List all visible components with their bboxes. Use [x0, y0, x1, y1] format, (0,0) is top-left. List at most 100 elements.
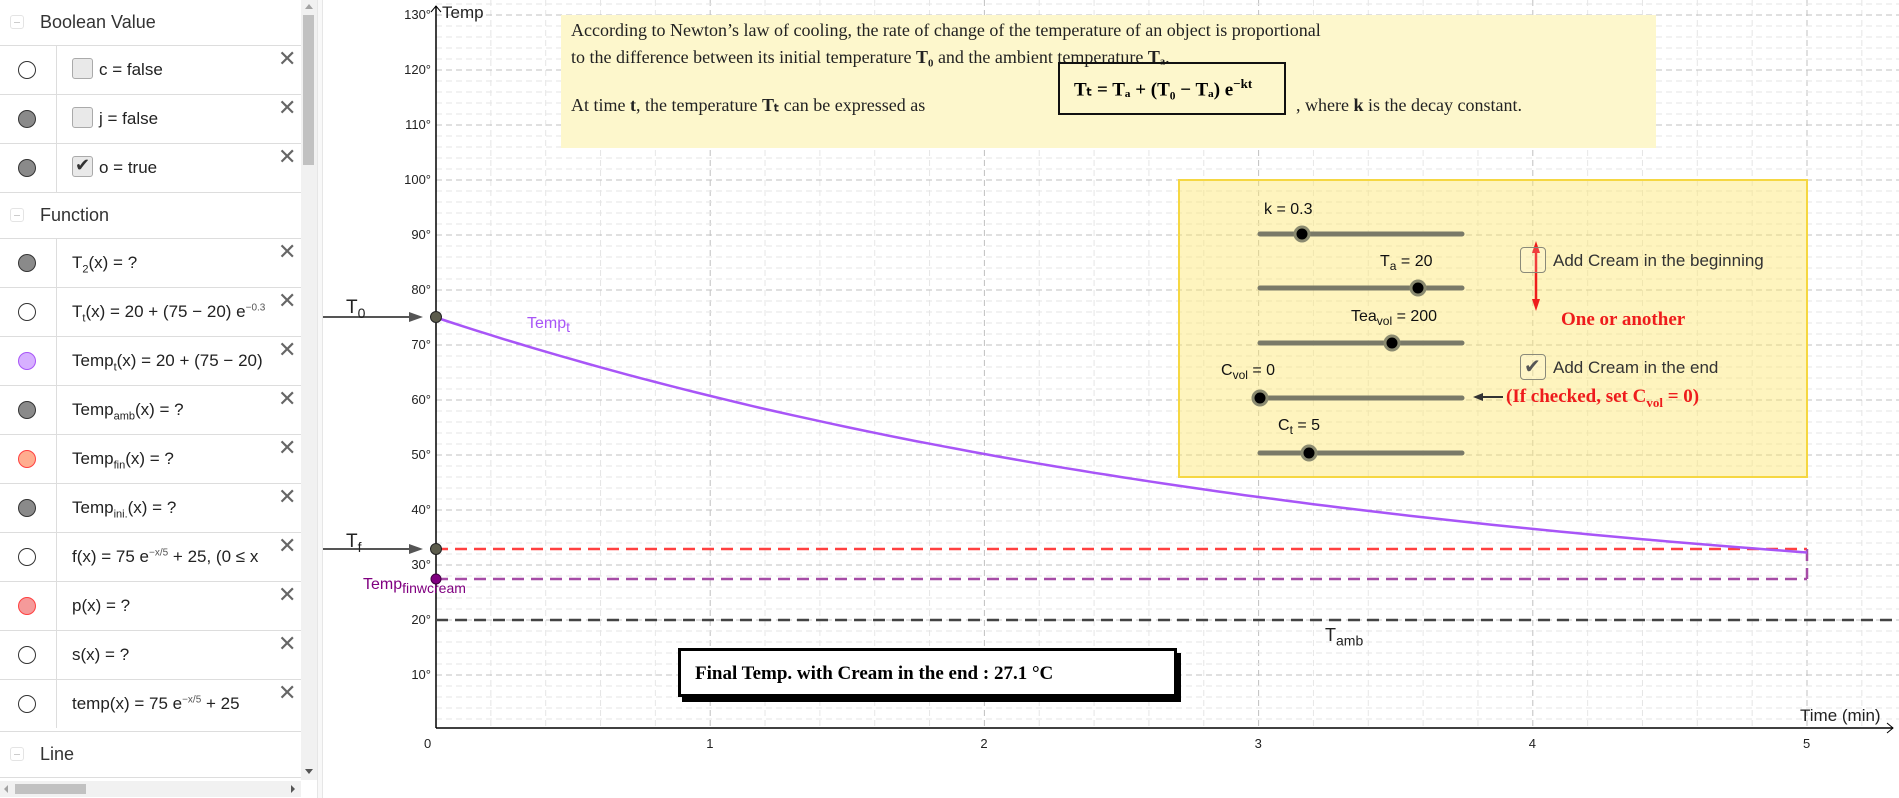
boolean-checkbox-checked[interactable] [72, 155, 93, 178]
delete-icon[interactable]: ✕ [278, 582, 297, 607]
visibility-marble-icon[interactable] [18, 254, 36, 272]
view-divider[interactable] [317, 0, 323, 798]
algebra-row-Tempfin[interactable]: Tempfin(x) = ? ✕ [0, 435, 301, 484]
group-header-boolean[interactable]: Boolean Value [0, 0, 301, 46]
delete-icon[interactable]: ✕ [278, 95, 297, 120]
y-tick-label: 130° [404, 7, 431, 22]
vertical-scrollbar[interactable] [301, 0, 317, 780]
group-title: Line [40, 744, 75, 764]
scrollbar-thumb[interactable] [15, 784, 86, 794]
visibility-marble-icon[interactable] [18, 352, 36, 370]
y-tick-label: 50° [411, 447, 431, 462]
checkbox-label-cream-beginning[interactable]: Add Cream in the beginning [1553, 251, 1764, 270]
scroll-down-arrow-icon[interactable] [305, 769, 313, 774]
delete-icon[interactable]: ✕ [278, 533, 297, 558]
slider-label-cvol: Cvol = 0 [1221, 362, 1276, 383]
visibility-marble-icon[interactable] [18, 450, 36, 468]
visibility-marble-icon[interactable] [18, 159, 36, 177]
tamb-label: Tamb [1325, 625, 1364, 649]
algebra-row-p[interactable]: p(x) = ? ✕ [0, 582, 301, 631]
algebra-row-temp[interactable]: temp(x) = 75 e−x/5 + 25 ✕ [0, 680, 301, 732]
delete-icon[interactable]: ✕ [278, 46, 297, 71]
algebra-expression[interactable]: Tt(x) = 20 + (75 − 20) e−0.3 [72, 302, 266, 325]
y-tick-label: 110° [405, 117, 431, 132]
algebra-row-Tempt[interactable]: Tempt(x) = 20 + (75 − 20) ✕ [0, 337, 301, 386]
visibility-marble-icon[interactable] [18, 110, 36, 128]
visibility-marble-icon[interactable] [18, 303, 36, 321]
visibility-marble-icon[interactable] [18, 499, 36, 517]
algebra-row-Tempini[interactable]: Tempini.(x) = ? ✕ [0, 484, 301, 533]
visibility-marble-icon[interactable] [18, 695, 36, 713]
algebra-row-o[interactable]: o = true ✕ [0, 144, 301, 193]
visibility-marble-icon[interactable] [18, 401, 36, 419]
group-header-line[interactable]: Line [0, 732, 301, 778]
algebra-expression[interactable]: temp(x) = 75 e−x/5 + 25 [72, 694, 240, 713]
delete-icon[interactable]: ✕ [278, 144, 297, 169]
point-tf [430, 543, 442, 555]
algebra-row-j[interactable]: j = false ✕ [0, 95, 301, 144]
delete-icon[interactable]: ✕ [278, 680, 297, 705]
scroll-left-arrow-icon[interactable] [4, 785, 8, 793]
delete-icon[interactable]: ✕ [278, 288, 297, 313]
sliders-canvas [1251, 225, 1540, 462]
delete-icon[interactable]: ✕ [278, 631, 297, 656]
algebra-expression[interactable]: c = false [72, 58, 163, 81]
algebra-expression[interactable]: p(x) = ? [72, 596, 131, 615]
algebra-expression[interactable]: s(x) = ? [72, 645, 130, 664]
newton-law-textbox: According to Newton’s law of cooling, th… [561, 15, 1656, 148]
algebra-expression[interactable]: Tempfin(x) = ? [72, 449, 174, 472]
algebra-row-T2[interactable]: T2(x) = ? ✕ [0, 239, 301, 288]
double-arrow-down-icon [1532, 299, 1540, 311]
scrollbar-thumb[interactable] [303, 15, 314, 165]
delete-icon[interactable]: ✕ [278, 386, 297, 411]
one-or-another-note: One or another [1561, 309, 1686, 330]
algebra-expression[interactable]: j = false [72, 107, 158, 130]
algebra-row-Tempamb[interactable]: Tempamb(x) = ? ✕ [0, 386, 301, 435]
y-tick-label: 60° [411, 392, 431, 407]
slider-label-k: k = 0.3 [1264, 201, 1313, 218]
scroll-right-arrow-icon[interactable] [291, 785, 295, 793]
checkbox-label-cream-end[interactable]: Add Cream in the end [1553, 358, 1719, 377]
x-tick-label: 3 [1254, 736, 1262, 751]
algebra-row-s[interactable]: s(x) = ? ✕ [0, 631, 301, 680]
algebra-expression[interactable]: f(x) = 75 e−x/5 + 25, (0 ≤ x [72, 547, 259, 566]
checkbox-cream-end[interactable] [1520, 354, 1546, 380]
algebra-row-Tt[interactable]: Tt(x) = 20 + (75 − 20) e−0.3 ✕ [0, 288, 301, 337]
collapse-icon[interactable] [10, 208, 24, 222]
boolean-checkbox[interactable] [72, 58, 93, 80]
x-tick-label: 5 [1803, 736, 1811, 751]
algebra-row-c[interactable]: c = false ✕ [0, 46, 301, 95]
algebra-expression[interactable]: T2(x) = ? [72, 253, 138, 276]
tempt-curve-label: Tempt [527, 315, 571, 336]
delete-icon[interactable]: ✕ [278, 435, 297, 460]
delete-icon[interactable]: ✕ [278, 484, 297, 509]
boolean-checkbox[interactable] [72, 107, 93, 129]
collapse-icon[interactable] [10, 747, 24, 761]
visibility-marble-icon[interactable] [18, 597, 36, 615]
slider-knob-ta [1409, 279, 1427, 297]
horizontal-scrollbar[interactable] [0, 781, 301, 797]
visibility-marble-icon[interactable] [18, 61, 36, 79]
tf-arrow-head-icon [409, 544, 423, 554]
y-tick-label: 90° [411, 227, 431, 242]
checkbox-cream-beginning[interactable] [1520, 247, 1546, 273]
y-tick-label: 100° [404, 172, 431, 187]
visibility-marble-icon[interactable] [18, 548, 36, 566]
algebra-view: Boolean Value c = false ✕ j = false ✕ o … [0, 0, 318, 798]
algebra-expression[interactable]: o = true [72, 155, 157, 179]
x-axis-label: Time (min) [1800, 706, 1881, 725]
scroll-up-arrow-icon[interactable] [305, 4, 313, 9]
if-checked-note: (If checked, set Cvol = 0) [1506, 386, 1700, 410]
info-line-1: According to Newton’s law of cooling, th… [571, 20, 1321, 40]
group-header-function[interactable]: Function [0, 193, 301, 239]
visibility-marble-icon[interactable] [18, 646, 36, 664]
t0-label: T0 [346, 297, 366, 321]
algebra-expression[interactable]: Tempamb(x) = ? [72, 400, 184, 423]
algebra-expression[interactable]: Tempini.(x) = ? [72, 498, 177, 521]
delete-icon[interactable]: ✕ [278, 337, 297, 362]
algebra-row-f[interactable]: f(x) = 75 e−x/5 + 25, (0 ≤ x ✕ [0, 533, 301, 582]
collapse-icon[interactable] [10, 15, 24, 29]
graphics-view[interactable]: 130° 120° 110° 100° 90° 80° 70° 60° 50° 40° 30° 20°… [323, 0, 1899, 798]
algebra-expression[interactable]: Tempt(x) = 20 + (75 − 20) [72, 351, 263, 374]
delete-icon[interactable]: ✕ [278, 239, 297, 264]
